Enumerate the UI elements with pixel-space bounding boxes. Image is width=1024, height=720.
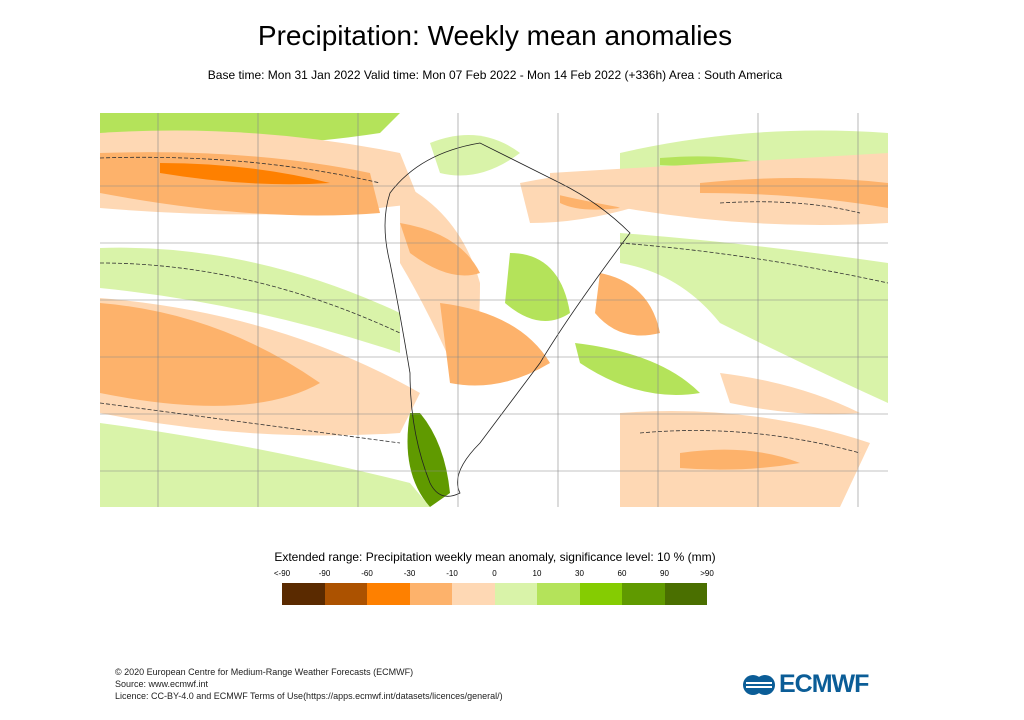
legend-tick: -60 — [361, 569, 373, 578]
legend-tick: >90 — [700, 569, 714, 578]
legend-swatch — [409, 583, 452, 605]
legend-tick: 30 — [575, 569, 584, 578]
anomaly-fields — [100, 113, 888, 507]
legend-tick: -30 — [403, 569, 416, 578]
legend-swatch — [494, 583, 537, 605]
ecmwf-logo: ECMWF — [742, 670, 869, 699]
legend-colorbar — [282, 583, 707, 605]
logo-text: ECMWF — [779, 670, 869, 698]
page-title: Precipitation: Weekly mean anomalies — [257, 20, 733, 51]
legend-swatch — [367, 583, 410, 605]
graticule — [100, 113, 888, 507]
legend-tick: 60 — [617, 569, 627, 578]
legend-swatch — [537, 583, 580, 605]
legend-swatch — [579, 583, 622, 605]
legend-swatch — [622, 583, 665, 605]
copyright: © 2020 European Centre for Medium-Range … — [115, 667, 414, 677]
legend-tick: <-90 — [273, 569, 291, 578]
legend-tick: 0 — [492, 569, 497, 578]
ecmwf-logo-icon — [743, 674, 775, 695]
legend-swatch — [664, 583, 707, 605]
footer: © 2020 European Centre for Medium-Range … — [115, 666, 503, 702]
legend-title: Extended range: Precipitation weekly mea… — [274, 550, 716, 564]
legend-tick: 90 — [660, 569, 669, 578]
coastlines — [384, 142, 631, 497]
legend-swatch — [324, 583, 367, 605]
legend-tick: -90 — [318, 569, 331, 578]
legend-swatch — [452, 583, 495, 605]
significance-contours — [100, 156, 888, 454]
precipitation-anomaly-map — [100, 113, 888, 507]
legend-tick: 10 — [532, 569, 542, 578]
subtitle: Base time: Mon 31 Jan 2022 Valid time: M… — [207, 68, 783, 82]
source: Source: www.ecmwf.int — [115, 679, 209, 689]
licence: Licence: CC-BY-4.0 and ECMWF Terms of Us… — [115, 691, 503, 701]
legend-ticks: <-90 -90 -60 -30 -10 0 10 30 60 90 >90 — [274, 569, 714, 579]
legend-tick: -10 — [446, 569, 458, 578]
legend-swatch — [282, 583, 325, 605]
